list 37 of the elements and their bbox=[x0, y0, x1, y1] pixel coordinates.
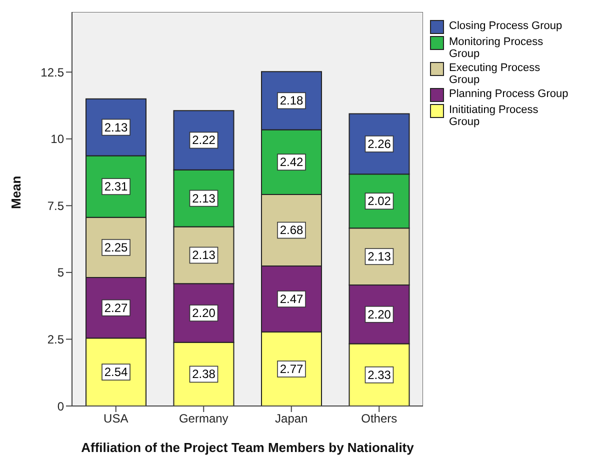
data-label: 2.20 bbox=[368, 307, 392, 322]
y-tick-label: 5 bbox=[57, 266, 64, 280]
data-label: 2.13 bbox=[192, 248, 216, 262]
legend-label: Closing Process Group bbox=[449, 20, 562, 32]
data-label: 2.13 bbox=[192, 191, 216, 206]
data-label: 2.31 bbox=[104, 180, 128, 194]
data-label: 2.33 bbox=[368, 368, 392, 382]
legend-label: Executing Process Group bbox=[449, 62, 542, 86]
y-tick-label: 2.5 bbox=[47, 332, 64, 346]
data-label: 2.25 bbox=[104, 240, 128, 254]
data-label: 2.13 bbox=[368, 250, 392, 264]
y-tick-label: 10 bbox=[50, 132, 64, 146]
legend-label: Monitoring Process Group bbox=[449, 36, 544, 60]
data-label: 2.02 bbox=[368, 194, 392, 208]
legend-label: Inititiating Process Group bbox=[449, 104, 540, 128]
data-label: 2.13 bbox=[104, 120, 128, 134]
y-axis-title: Mean bbox=[8, 176, 24, 209]
x-tick-label: Germany bbox=[178, 412, 228, 426]
data-label: 2.20 bbox=[192, 306, 216, 320]
data-label: 2.54 bbox=[104, 365, 128, 380]
data-label: 2.26 bbox=[368, 136, 392, 151]
x-tick-label: Others bbox=[361, 412, 398, 426]
x-axis-title: Affiliation of the Project Team Members by Nationality bbox=[81, 440, 415, 455]
data-label: 2.77 bbox=[280, 362, 304, 376]
legend-label: Planning Process Group bbox=[449, 88, 568, 100]
data-label: 2.47 bbox=[280, 292, 304, 306]
data-label: 2.38 bbox=[192, 367, 216, 382]
y-tick-label: 0 bbox=[57, 399, 64, 414]
data-label: 2.42 bbox=[280, 155, 304, 170]
data-label: 2.22 bbox=[192, 133, 216, 148]
data-label: 2.68 bbox=[280, 223, 304, 238]
x-tick-label: USA bbox=[104, 412, 128, 426]
data-label: 2.18 bbox=[280, 94, 304, 108]
x-tick-label: Japan bbox=[275, 412, 308, 426]
y-tick-label: 7.5 bbox=[47, 198, 64, 213]
y-tick-label: 12.5 bbox=[40, 65, 64, 80]
data-label: 2.27 bbox=[104, 300, 128, 315]
